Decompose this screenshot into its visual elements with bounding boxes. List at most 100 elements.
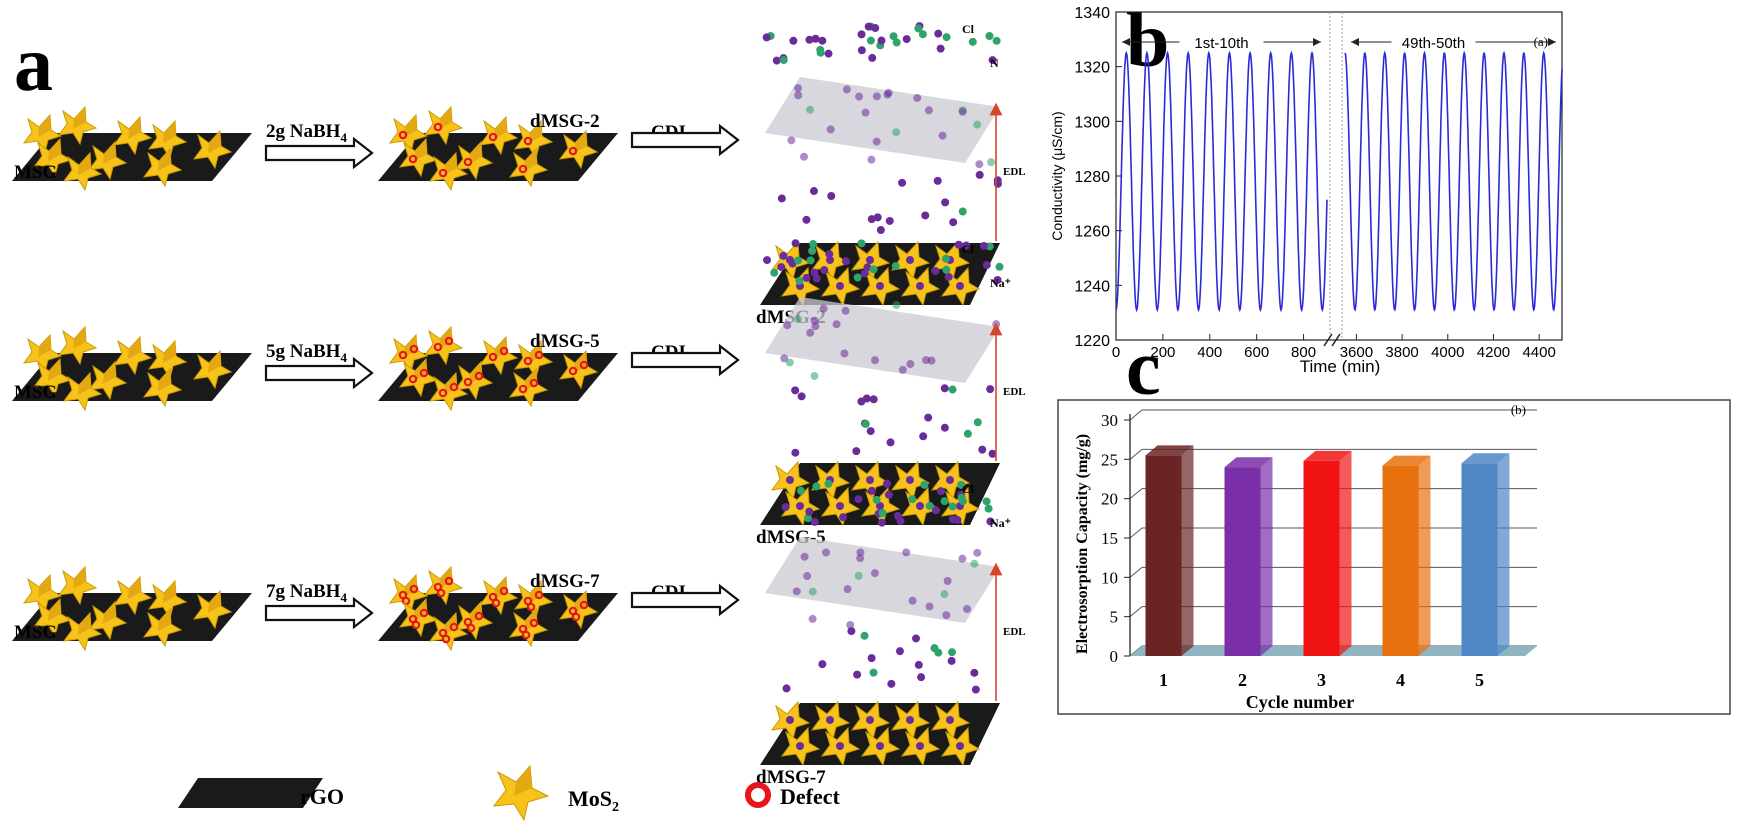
x-tick-label: 3 bbox=[1317, 670, 1326, 690]
cation-dot bbox=[913, 93, 922, 102]
cation-dot bbox=[792, 587, 801, 596]
anion-dot bbox=[812, 482, 821, 491]
cation-dot bbox=[803, 572, 812, 581]
cation-dot bbox=[871, 24, 880, 33]
dmsg-defect-marker bbox=[436, 588, 446, 598]
cation-dot bbox=[947, 656, 956, 665]
dmsg-defect-marker bbox=[463, 377, 473, 387]
electrode-mos2-flake bbox=[930, 700, 971, 741]
edl-label: EDL bbox=[1003, 386, 1026, 398]
cation-dot bbox=[799, 152, 808, 161]
cation-dot bbox=[906, 256, 914, 264]
panel-c: c 0 5 10 15 20 25 30 1 2 3 4 5 Cycle number Electroso… bbox=[1057, 324, 1731, 715]
panel-b-chart: 1220 1240 1260 1280 1300 1320 1340 Conductivity… bbox=[1049, 5, 1563, 376]
cation-dot bbox=[827, 191, 836, 200]
electrode-mos2-flake bbox=[930, 460, 971, 501]
panel-c-label: c bbox=[1126, 324, 1161, 411]
y-tick-label: 1340 bbox=[1074, 5, 1110, 22]
dmsg-mos2-flake bbox=[428, 151, 469, 192]
panel-c-tag: (b) bbox=[1511, 402, 1526, 417]
bar-top bbox=[1461, 453, 1510, 464]
cation-dot bbox=[826, 256, 834, 264]
dmsg-defect-marker bbox=[438, 388, 448, 398]
bar-front bbox=[1224, 467, 1261, 656]
y-tick-label: 10 bbox=[1101, 568, 1118, 587]
anion-dot bbox=[984, 504, 993, 513]
x-tick-label: 3800 bbox=[1385, 344, 1418, 361]
cation-dot bbox=[861, 108, 870, 117]
cation-dot bbox=[949, 218, 958, 227]
dmsg-mos2-flake bbox=[388, 573, 429, 614]
cation-dot bbox=[876, 502, 884, 510]
dmsg-defect-marker bbox=[518, 164, 528, 174]
anion-dot bbox=[795, 276, 804, 285]
dmsg-mos2-flake bbox=[423, 565, 464, 606]
cation-dot bbox=[836, 502, 844, 510]
anion-dot bbox=[853, 273, 862, 282]
cation-dot bbox=[979, 241, 988, 250]
anion-dot bbox=[942, 33, 951, 42]
cation-dot bbox=[791, 239, 800, 248]
electrode-mos2-flake bbox=[900, 266, 941, 307]
x-tick-label: 600 bbox=[1244, 344, 1269, 361]
cation-dot bbox=[825, 249, 834, 258]
dmsg-mos2-flake bbox=[513, 119, 554, 160]
msg-mos2-flake bbox=[112, 575, 153, 616]
bar-top bbox=[1382, 455, 1431, 466]
segment-label: 1st-10th bbox=[1194, 35, 1248, 52]
cation-dot bbox=[802, 215, 811, 224]
anion-dot bbox=[948, 502, 957, 511]
dmsg-defect-marker bbox=[579, 360, 589, 370]
y-axis-label: Electrosorption Capacity (mg/g) bbox=[1074, 434, 1091, 654]
cation-dot bbox=[852, 447, 861, 456]
segment-label-bg bbox=[1391, 32, 1476, 52]
cation-dot bbox=[876, 226, 885, 235]
reagent-arrow bbox=[264, 136, 374, 170]
conductivity-series-line bbox=[1344, 50, 1563, 312]
msg-mos2-flake bbox=[87, 140, 128, 181]
dmsg-defect-marker bbox=[444, 576, 454, 586]
cation-dot bbox=[970, 668, 979, 677]
anion-dot bbox=[866, 36, 875, 45]
cation-dot bbox=[796, 742, 804, 750]
cation-dot bbox=[933, 176, 942, 185]
anion-dot bbox=[770, 268, 779, 277]
electrode-mos2-flake bbox=[810, 240, 851, 281]
cation-dot bbox=[902, 35, 911, 44]
cation-dot bbox=[857, 46, 866, 55]
cation-dot bbox=[781, 503, 790, 512]
y-tick-label: 1320 bbox=[1074, 60, 1110, 77]
anion-dot bbox=[810, 371, 819, 380]
cation-dot bbox=[975, 170, 984, 179]
y-tick-label: 25 bbox=[1101, 450, 1118, 469]
anion-dot bbox=[892, 128, 901, 137]
msg-mos2-flake bbox=[57, 105, 98, 146]
dmsg-defect-marker bbox=[474, 371, 484, 381]
dmsg-defect-marker bbox=[433, 342, 443, 352]
cation-dot bbox=[946, 476, 954, 484]
dmsg-defect-marker bbox=[474, 611, 484, 621]
cation-dot bbox=[956, 282, 964, 290]
cation-dot bbox=[866, 716, 874, 724]
final-label: dMSG-7 bbox=[756, 767, 826, 788]
cdi-arrow bbox=[630, 123, 740, 157]
electrode-mos2-flake bbox=[770, 700, 811, 741]
dmsg-defect-marker bbox=[466, 623, 476, 633]
electrode-mos2-flake bbox=[820, 266, 861, 307]
electrode-mos2-flake bbox=[770, 460, 811, 501]
cation-dot bbox=[988, 56, 997, 65]
cation-dot bbox=[796, 502, 804, 510]
dmsg-defect-marker bbox=[523, 136, 533, 146]
anion-dot bbox=[957, 480, 966, 489]
anion-dot bbox=[985, 242, 994, 251]
electrode-mos2-flake bbox=[940, 726, 981, 767]
anion-dot bbox=[809, 240, 818, 249]
cdi-arrow bbox=[630, 583, 740, 617]
cation-dot bbox=[809, 187, 818, 196]
dmsg-defect-marker bbox=[579, 600, 589, 610]
anion-dot bbox=[914, 24, 923, 33]
cation-dot bbox=[847, 627, 856, 636]
cation-dot bbox=[975, 160, 984, 169]
x-tick-label: 1 bbox=[1159, 670, 1168, 690]
